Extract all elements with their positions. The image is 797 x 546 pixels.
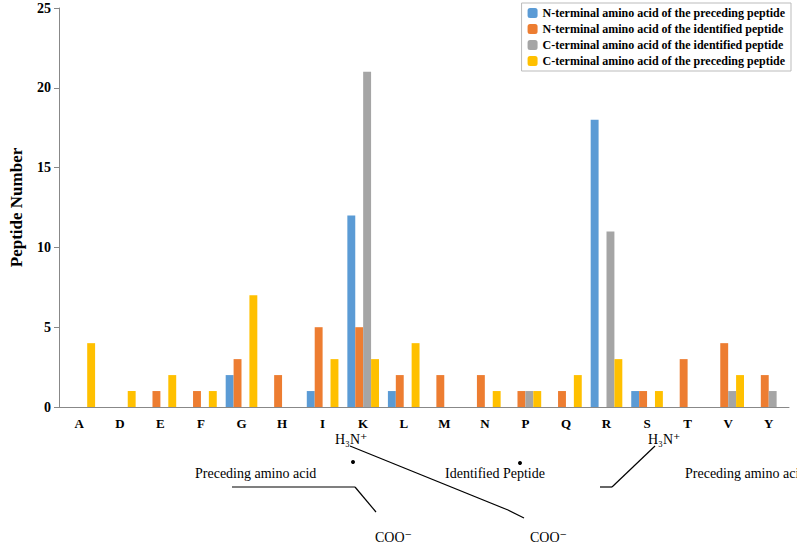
svg-text:Y: Y	[764, 416, 774, 431]
svg-text:P: P	[521, 416, 529, 431]
svg-text:Q: Q	[561, 416, 571, 431]
svg-text:N: N	[480, 416, 490, 431]
svg-text:COO⁻: COO⁻	[530, 530, 567, 545]
svg-text:H₃N⁺: H₃N⁺	[648, 432, 681, 447]
svg-text:I: I	[320, 416, 325, 431]
svg-text:0: 0	[44, 400, 51, 415]
svg-text:E: E	[156, 416, 165, 431]
svg-text:N-terminal amino acid of the i: N-terminal amino acid of the identified …	[543, 22, 784, 36]
svg-text:V: V	[723, 416, 733, 431]
svg-text:Peptide Number: Peptide Number	[7, 147, 26, 267]
svg-text:K: K	[358, 416, 369, 431]
svg-text:N-terminal amino acid of the p: N-terminal amino acid of the preceding p…	[543, 6, 786, 20]
svg-text:T: T	[683, 416, 692, 431]
svg-text:H₃N⁺: H₃N⁺	[335, 432, 368, 447]
svg-text:G: G	[236, 416, 246, 431]
svg-text:COO⁻: COO⁻	[375, 530, 412, 545]
svg-text:R: R	[602, 416, 612, 431]
svg-text:10: 10	[37, 240, 51, 255]
svg-text:C-terminal amino acid of the p: C-terminal amino acid of the preceding p…	[543, 54, 786, 68]
svg-text:5: 5	[44, 320, 51, 335]
svg-text:15: 15	[37, 160, 51, 175]
svg-text:F: F	[197, 416, 205, 431]
svg-text:H: H	[277, 416, 287, 431]
svg-text:S: S	[643, 416, 650, 431]
svg-text:L: L	[399, 416, 408, 431]
svg-text:Preceding amino acid: Preceding amino acid	[685, 466, 797, 481]
svg-text:A: A	[75, 416, 85, 431]
svg-text:20: 20	[37, 80, 51, 95]
svg-text:Identified Peptide: Identified Peptide	[445, 466, 545, 481]
svg-text:25: 25	[37, 1, 51, 16]
svg-text:Preceding amino acid: Preceding amino acid	[195, 466, 316, 481]
svg-text:D: D	[115, 416, 124, 431]
svg-text:M: M	[438, 416, 450, 431]
svg-text:C-terminal amino acid of the i: C-terminal amino acid of the identified …	[543, 38, 784, 52]
